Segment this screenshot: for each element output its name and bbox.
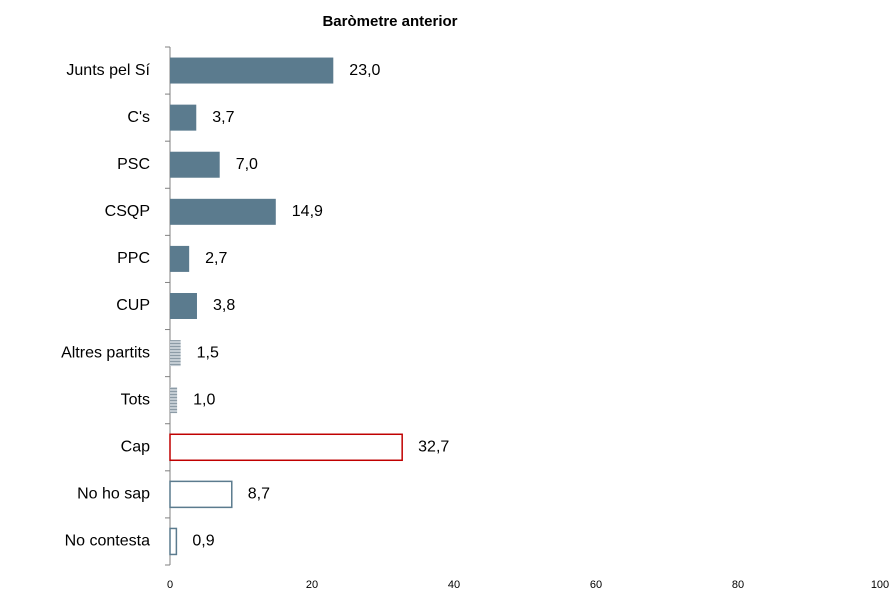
value-label: 0,9 [192,533,214,550]
value-label: 2,7 [205,250,227,267]
x-tick-label: 100 [871,579,889,591]
bar [170,387,178,414]
bar [169,527,178,556]
x-tick-label: 80 [732,579,744,591]
y-tick-label: No ho sap [77,486,150,503]
x-tick-label: 40 [448,579,460,591]
y-tick-label: CUP [116,297,150,314]
value-label: 3,7 [212,109,234,126]
y-tick-label: C's [127,109,150,126]
bar [170,245,190,272]
bar [170,151,220,178]
bar [170,57,334,84]
x-tick-label: 0 [167,579,173,591]
value-label: 1,0 [193,391,215,408]
value-label: 32,7 [418,438,449,455]
y-tick-label: No contesta [65,533,150,550]
x-tick-label: 60 [590,579,602,591]
y-tick-label: Cap [121,438,150,455]
bar [170,293,197,319]
bar [170,198,276,225]
x-tick-label: 20 [306,579,318,591]
value-label: 7,0 [236,156,258,173]
value-label: 23,0 [349,62,380,79]
bar [170,340,181,367]
y-tick-label: PSC [117,156,150,173]
bar [170,104,197,131]
bar [169,433,403,462]
y-tick-label: PPC [117,250,150,267]
y-tick-label: CSQP [105,203,150,220]
y-tick-label: Altres partits [61,344,150,361]
y-tick-label: Tots [121,391,150,408]
value-label: 8,7 [248,486,270,503]
bar [169,480,233,509]
value-label: 3,8 [213,297,235,314]
chart-title: Baròmetre anterior [322,13,457,30]
y-tick-label: Junts pel Sí [66,62,150,79]
value-label: 1,5 [197,344,219,361]
value-label: 14,9 [292,203,323,220]
